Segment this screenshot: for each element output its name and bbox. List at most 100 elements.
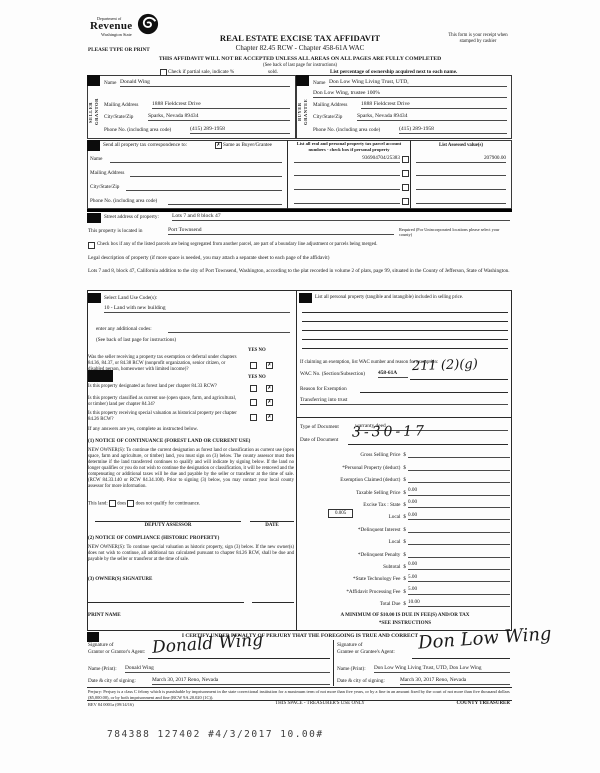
grantor-sig-label-2: Grantor or Grantor's Agent: <box>88 649 146 655</box>
doc-type-field[interactable]: warranty deed <box>355 423 508 431</box>
same-as-buyer-checkbox[interactable]: ✗ <box>215 142 222 149</box>
deputy-date-line[interactable] <box>250 521 294 522</box>
money-value-field[interactable] <box>408 549 510 558</box>
does-not-checkbox[interactable] <box>127 500 135 507</box>
personal-property-line-1[interactable] <box>302 312 508 313</box>
money-row-gross: Gross Selling Price $ <box>300 446 510 459</box>
yes-label: YES <box>248 348 258 353</box>
located-in-field[interactable]: Port Townsend <box>168 227 394 235</box>
question-4-no-checkbox[interactable]: ✗ <box>266 414 273 421</box>
currency-sign: $ <box>403 464 406 471</box>
money-value-field[interactable] <box>408 462 510 471</box>
question-1-yes-checkbox[interactable] <box>250 362 257 369</box>
additional-codes-field[interactable] <box>168 326 290 333</box>
money-value-field[interactable]: 10.00 <box>408 599 510 608</box>
owner-signature-line-2[interactable] <box>252 602 294 603</box>
legal-description-text[interactable]: Lots 7 and 8, block 47, California addit… <box>88 268 510 274</box>
buyer-side-label-2: GRANTEE <box>303 98 308 126</box>
money-value-field[interactable]: 5.00 <box>408 574 510 583</box>
money-label: Gross Selling Price <box>360 452 401 459</box>
personal-property-line-4[interactable] <box>302 339 508 340</box>
tax-computation-rows: Gross Selling Price $ *Personal Property … <box>300 446 510 608</box>
partial-sold-label: sold. <box>268 69 278 75</box>
buyer-name2-field[interactable]: Don Low Wing, trustee 100% <box>313 90 507 98</box>
currency-sign: $ <box>403 477 406 484</box>
corr-address-field[interactable] <box>130 170 282 177</box>
land-use-code-field[interactable]: 10 - Land with new building <box>104 305 290 313</box>
seller-city-field[interactable]: Sparks, Nevada 89434 <box>148 113 290 121</box>
currency-sign: $ <box>403 526 406 533</box>
reason-line[interactable] <box>360 392 508 393</box>
seller-box <box>87 75 296 139</box>
street-address-label: Street address of property: <box>104 214 159 220</box>
assessed-row-3[interactable] <box>416 183 506 190</box>
wac-printed-field[interactable]: 458-61A <box>378 370 408 378</box>
seller-name-field[interactable]: Donald Wing <box>120 79 290 87</box>
parcel-row-4[interactable] <box>294 197 400 204</box>
money-value-field[interactable] <box>408 524 510 533</box>
parcel-row-3[interactable] <box>294 183 400 190</box>
does-label: does <box>117 501 127 507</box>
legal-description-label: Legal description of property (if more s… <box>88 255 330 261</box>
grantor-signature-line[interactable] <box>148 658 330 659</box>
question-2-yes-checkbox[interactable] <box>250 385 257 392</box>
parcel-row-3-checkbox[interactable] <box>402 184 409 191</box>
parcel-row-2[interactable] <box>294 169 400 176</box>
grantor-print-field[interactable]: Donald Wing <box>125 665 330 673</box>
grantor-date-field[interactable]: March 30, 2017 Reno, Nevada <box>152 677 330 685</box>
parcel-row-4-checkbox[interactable] <box>402 198 409 205</box>
minimum-fee-note: A MINIMUM OF $10.00 IS DUE IN FEE(S) AND… <box>340 612 470 618</box>
owner-signature-line-1[interactable] <box>88 602 244 603</box>
money-value-field[interactable]: 0.00 <box>408 487 510 496</box>
does-checkbox[interactable] <box>108 500 116 507</box>
money-value-field[interactable] <box>408 475 510 484</box>
buyer-name-field[interactable]: Don Low Wing Living Trust, UTD, <box>329 79 507 87</box>
currency-sign: $ <box>403 588 406 595</box>
parcel-row-1[interactable]: 936904704/25383 <box>294 155 400 163</box>
grantee-signature-line[interactable] <box>412 658 510 659</box>
wac-handwritten-value[interactable]: 211 (2)(g) <box>411 356 479 375</box>
street-address-field[interactable]: Lots 7 and 8 block 47 <box>172 213 510 221</box>
money-label: Total Due <box>379 601 401 608</box>
question-4-yes-checkbox[interactable] <box>250 414 257 421</box>
parcel-row-2-checkbox[interactable] <box>402 170 409 177</box>
ownership-note: List percentage of ownership acquired ne… <box>330 69 458 75</box>
grantee-date-field[interactable]: March 30, 2017 Reno, Nevada <box>400 677 510 685</box>
doc-date-line <box>348 444 508 445</box>
question-2-no-checkbox[interactable]: ✗ <box>266 385 273 392</box>
money-value-field[interactable]: 0.00 <box>408 561 510 570</box>
grantee-signature[interactable]: Don Low Wing <box>417 623 553 654</box>
money-row-tech-fee: *State Technology Fee $5.00 <box>300 570 510 583</box>
corr-phone-field[interactable] <box>168 198 282 205</box>
money-value-field[interactable]: 5.00 <box>408 586 510 595</box>
seller-address-field[interactable]: 1888 Fieldcrest Drive <box>152 101 290 109</box>
personal-property-line-2[interactable] <box>302 321 508 322</box>
this-land-label: This land: <box>88 501 108 507</box>
doc-date-handwritten[interactable]: 3-30-17 <box>351 423 428 441</box>
same-as-buyer-label: Same as Buyer/Grantee <box>223 142 272 148</box>
county-treasurer-label: COUNTY TREASURER <box>456 701 510 706</box>
personal-property-line-5[interactable] <box>302 348 508 349</box>
money-value-field[interactable]: 0.00 <box>408 499 510 508</box>
assessed-row-4[interactable] <box>416 197 506 204</box>
question-1-no-checkbox[interactable]: ✗ <box>266 362 273 369</box>
assessed-row-2[interactable] <box>416 169 506 176</box>
segregated-checkbox[interactable] <box>88 242 95 249</box>
corr-name-field[interactable] <box>110 156 282 163</box>
buyer-city-field[interactable]: Sparks, Nevada 89434 <box>357 113 507 121</box>
reason-value-field[interactable]: Transferring into trust <box>300 397 508 405</box>
money-value-field[interactable]: 0.00 <box>408 512 510 521</box>
money-value-field[interactable] <box>408 537 510 546</box>
seller-phone-field[interactable]: (415) 289-1958 <box>190 126 290 134</box>
parcel-row-1-checkbox[interactable] <box>402 156 409 163</box>
buyer-phone-field[interactable]: (415) 289-1958 <box>399 126 507 134</box>
question-3-no-checkbox[interactable]: ✗ <box>266 399 273 406</box>
corr-city-field[interactable] <box>126 184 282 191</box>
deputy-assessor-line[interactable] <box>95 521 241 522</box>
personal-property-line-3[interactable] <box>302 330 508 331</box>
grantee-print-field[interactable]: Don Low Wing Living Trust, UTD, Don Low … <box>374 665 510 673</box>
money-value-field[interactable] <box>408 450 510 459</box>
question-3-yes-checkbox[interactable] <box>250 399 257 406</box>
buyer-address-field[interactable]: 1888 Fieldcrest Drive <box>361 101 507 109</box>
assessed-row-1[interactable]: 207900.00 <box>416 155 506 163</box>
